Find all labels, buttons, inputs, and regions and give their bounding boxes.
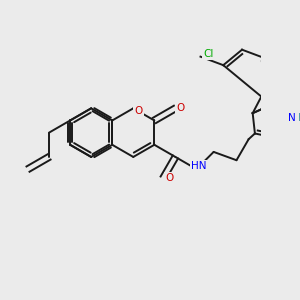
Text: O: O: [134, 106, 142, 116]
Text: Cl: Cl: [203, 49, 214, 59]
Text: H: H: [298, 113, 300, 123]
Text: O: O: [176, 103, 185, 113]
Text: N: N: [288, 113, 296, 123]
Text: HN: HN: [191, 161, 207, 172]
Text: O: O: [165, 173, 173, 183]
